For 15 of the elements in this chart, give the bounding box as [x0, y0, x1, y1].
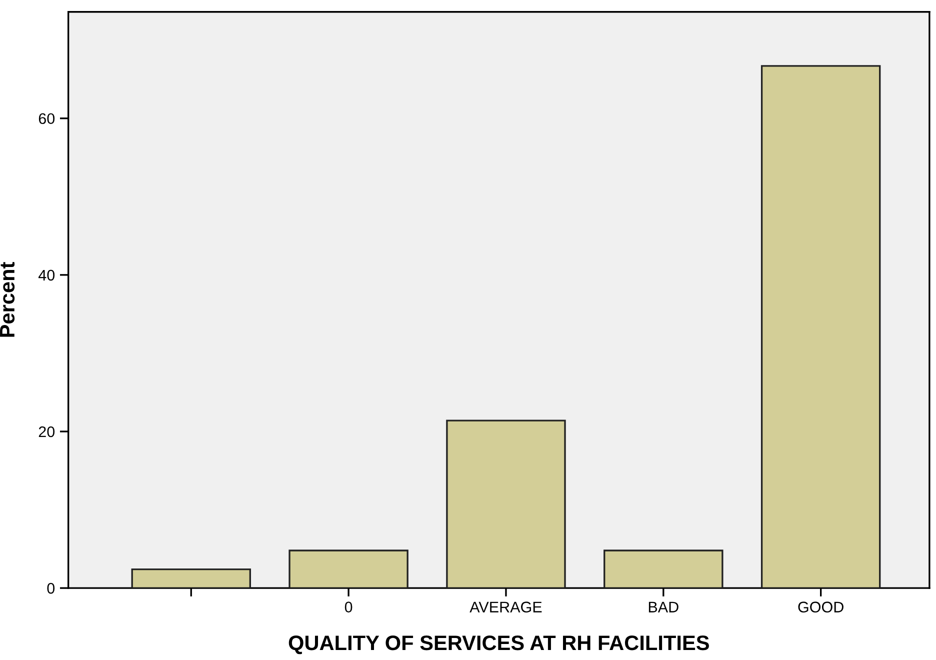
bar [288, 550, 408, 588]
bar [760, 65, 881, 588]
bar [604, 550, 724, 588]
y-tick-label: 40 [38, 270, 55, 281]
x-tick-label: 0 [344, 602, 352, 612]
bar [446, 420, 566, 588]
y-tick-label: 20 [38, 426, 55, 438]
y-tick-label: 60 [38, 113, 55, 124]
bar [131, 568, 251, 588]
x-axis-title: QUALITY OF SERVICES AT RH FACILITIES [288, 635, 709, 654]
x-tick-label: BAD [648, 602, 678, 612]
y-tick-label: 0 [47, 582, 55, 594]
x-tick-label: GOOD [798, 602, 844, 612]
y-axis-title: Percent [0, 262, 15, 337]
x-tick-label: AVERAGE [470, 602, 542, 612]
